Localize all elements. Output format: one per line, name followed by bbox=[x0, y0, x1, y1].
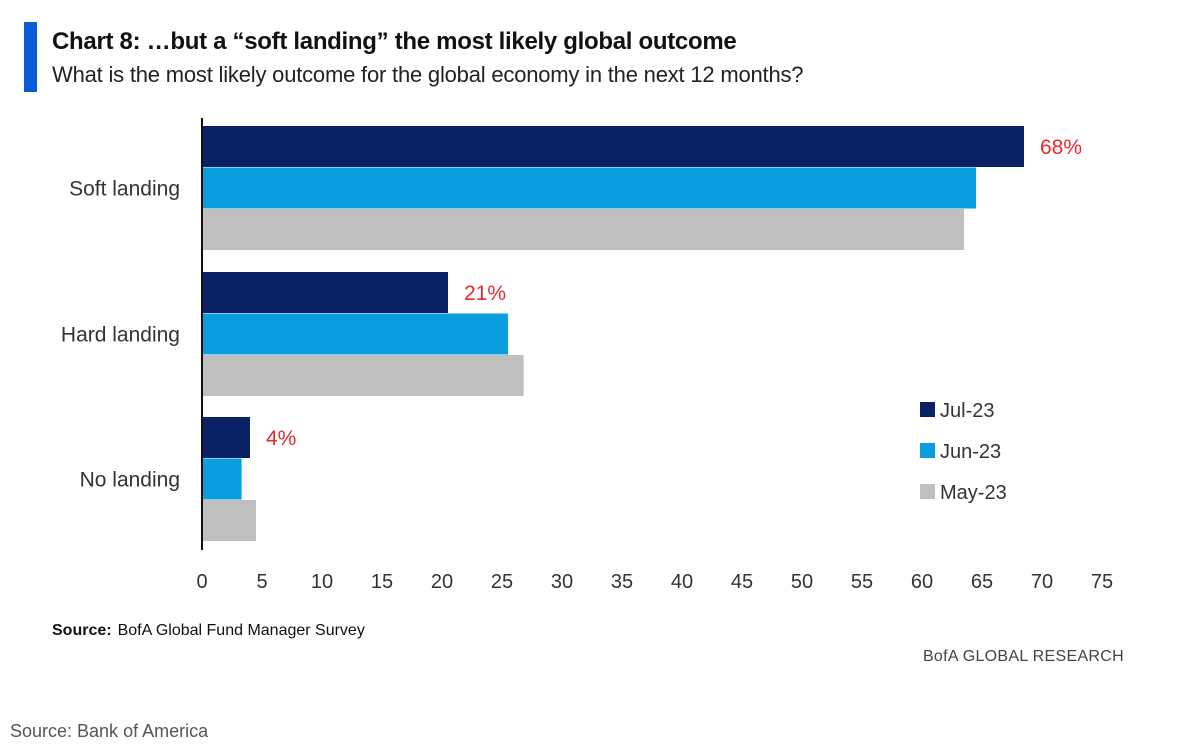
legend-swatch-jun-23 bbox=[920, 443, 935, 458]
x-tick-label: 35 bbox=[611, 571, 633, 593]
bar-soft-landing-jun-23 bbox=[202, 167, 976, 209]
x-tick-label: 75 bbox=[1091, 571, 1113, 593]
x-tick-label: 10 bbox=[311, 571, 333, 593]
x-tick-label: 45 bbox=[731, 571, 753, 593]
x-tick-label: 15 bbox=[371, 571, 393, 593]
chart-title: Chart 8: …but a “soft landing” the most … bbox=[52, 28, 737, 55]
source-label: Source: bbox=[52, 622, 112, 639]
x-tick-label: 65 bbox=[971, 571, 993, 593]
bar-chart: Soft landing Hard landing No landing 68% 21%… bbox=[61, 118, 1113, 593]
x-tick-label: 25 bbox=[491, 571, 513, 593]
x-tick-label: 20 bbox=[431, 571, 453, 593]
source-text: BofA Global Fund Manager Survey bbox=[117, 622, 365, 639]
bar-hard-landing-may-23 bbox=[202, 355, 524, 396]
data-label: 4% bbox=[266, 427, 296, 450]
bar-no-landing-jun-23 bbox=[202, 458, 242, 500]
legend-label: Jun-23 bbox=[940, 441, 1001, 463]
bar-no-landing-jul-23 bbox=[202, 417, 250, 458]
x-tick-label: 5 bbox=[256, 571, 267, 593]
brand-label: BofA GLOBAL RESEARCH bbox=[922, 648, 1124, 665]
bar-no-landing-may-23 bbox=[202, 500, 256, 541]
bar-hard-landing-jul-23 bbox=[202, 272, 448, 313]
legend-label: May-23 bbox=[940, 482, 1007, 504]
x-tick-label: 60 bbox=[911, 571, 933, 593]
data-label: 21% bbox=[464, 282, 506, 305]
category-label: Hard landing bbox=[61, 323, 180, 346]
x-tick-label: 55 bbox=[851, 571, 873, 593]
legend-swatch-jul-23 bbox=[920, 402, 935, 417]
title-accent-bar bbox=[24, 22, 37, 92]
bar-soft-landing-jul-23 bbox=[202, 126, 1024, 167]
x-tick-label: 30 bbox=[551, 571, 573, 593]
x-tick-label: 50 bbox=[791, 571, 813, 593]
bar-soft-landing-may-23 bbox=[202, 209, 964, 250]
bar-hard-landing-jun-23 bbox=[202, 313, 508, 355]
data-label: 68% bbox=[1040, 136, 1082, 159]
legend-label: Jul-23 bbox=[940, 400, 994, 422]
legend-swatch-may-23 bbox=[920, 484, 935, 499]
category-label: No landing bbox=[80, 468, 180, 491]
image-source: Source: Bank of America bbox=[10, 721, 209, 741]
x-tick-label: 70 bbox=[1031, 571, 1053, 593]
category-label: Soft landing bbox=[69, 177, 180, 200]
x-tick-label: 40 bbox=[671, 571, 693, 593]
x-tick-label: 0 bbox=[196, 571, 207, 593]
source-line: Source: BofA Global Fund Manager Survey bbox=[52, 622, 365, 640]
chart-subtitle: What is the most likely outcome for the … bbox=[52, 62, 804, 87]
